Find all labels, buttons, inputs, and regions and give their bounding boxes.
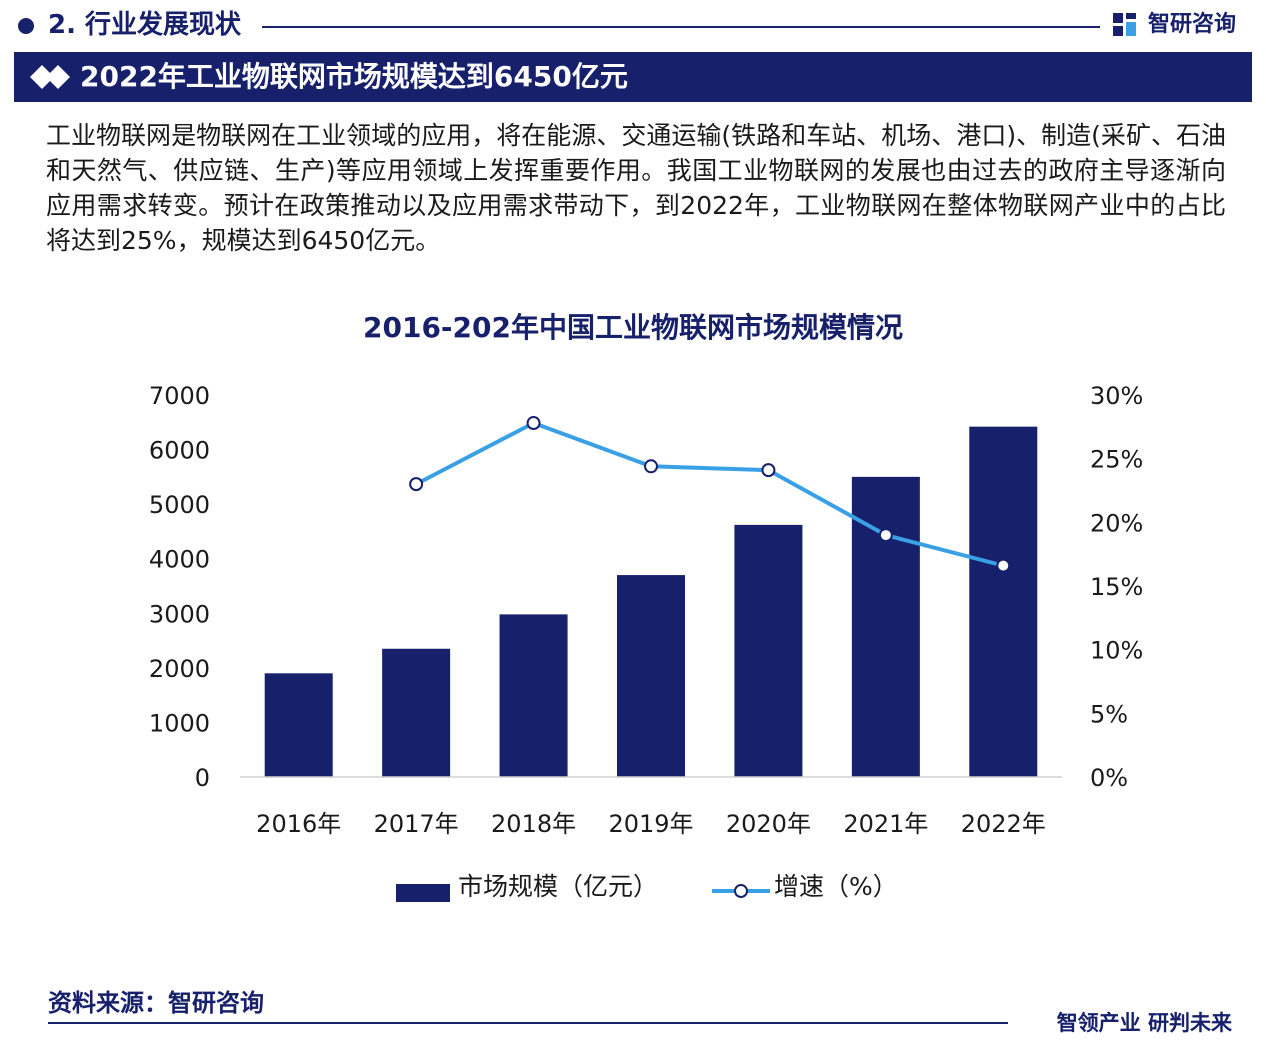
- y-right-axis: 0% 5% 10% 15% 20% 25% 30%: [1090, 382, 1143, 792]
- y-left-tick-label: 2000: [149, 655, 210, 683]
- growth-point: [761, 463, 776, 478]
- legend-bar-swatch: [396, 884, 450, 902]
- bar: [382, 648, 451, 777]
- header-divider: [262, 26, 1100, 28]
- legend-label-market-size: 市场规模（亿元）: [458, 872, 659, 901]
- x-tick-label: 2017年: [374, 810, 459, 838]
- y-right-tick-label: 5%: [1090, 700, 1128, 728]
- brand-mark-icon: [1113, 13, 1136, 36]
- intro-paragraph: 工业物联网是物联网在工业领域的应用，将在能源、交通运输(铁路和车站、机场、港口)…: [46, 121, 1226, 255]
- growth-line: [415, 421, 1004, 568]
- x-tick-label: 2018年: [491, 810, 576, 838]
- y-left-tick-label: 7000: [149, 382, 210, 410]
- x-tick-label: 2020年: [726, 810, 811, 838]
- growth-point: [878, 528, 893, 543]
- y-left-tick-label: 6000: [149, 437, 210, 465]
- chart-title: 2016-202年中国工业物联网市场规模情况: [363, 311, 903, 344]
- y-left-tick-label: 5000: [149, 491, 210, 519]
- y-right-tick-label: 15%: [1090, 573, 1143, 601]
- brand-name: 智研咨询: [1148, 12, 1237, 37]
- y-left-axis: 0 1000 2000 3000 4000 5000 6000 7000: [149, 382, 210, 792]
- footer-slogan: 智领产业 研判未来: [1056, 1011, 1232, 1035]
- y-left-tick-label: 3000: [149, 600, 210, 628]
- section-title: 2. 行业发展现状: [48, 10, 242, 40]
- bar: [969, 426, 1038, 777]
- x-tick-label: 2016年: [256, 810, 341, 838]
- y-left-tick-label: 4000: [149, 546, 210, 574]
- y-right-tick-label: 20%: [1090, 509, 1143, 537]
- headline-title: 2022年工业物联网市场规模达到6450亿元: [80, 60, 628, 93]
- x-tick-label: 2022年: [961, 810, 1046, 838]
- bar: [851, 476, 920, 777]
- bar-series: [264, 426, 1038, 777]
- footer-divider: [48, 1022, 1008, 1024]
- legend-line-swatch: [712, 884, 770, 898]
- y-right-tick-label: 10%: [1090, 637, 1143, 665]
- growth-point: [644, 459, 658, 474]
- market-size-chart: 0 1000 2000 3000 4000 5000 6000 7000 0% 5% 10% 15%…: [149, 382, 1143, 838]
- growth-line-series: [409, 416, 1011, 573]
- section-header: 2. 行业发展现状 智研咨询: [0, 0, 1266, 50]
- x-tick-label: 2021年: [843, 810, 928, 838]
- y-left-tick-label: 1000: [149, 709, 210, 737]
- y-right-tick-label: 30%: [1090, 382, 1143, 410]
- bar: [734, 524, 803, 777]
- bar: [264, 673, 333, 777]
- legend-label-growth: 增速（%）: [774, 872, 898, 901]
- bar: [617, 575, 685, 777]
- double-diamond-icon: [30, 65, 70, 89]
- y-left-tick-label: 0: [195, 764, 210, 792]
- growth-point: [409, 477, 424, 492]
- y-right-tick-label: 0%: [1090, 764, 1128, 792]
- growth-point: [526, 416, 541, 431]
- bar: [499, 614, 568, 777]
- y-right-tick-label: 25%: [1090, 446, 1143, 474]
- headline-banner: 2022年工业物联网市场规模达到6450亿元: [14, 52, 1252, 102]
- x-axis: 2016年 2017年 2018年 2019年 2020年 2021年 2022年: [256, 810, 1046, 838]
- source-note: 资料来源：智研咨询: [48, 989, 264, 1017]
- x-tick-label: 2019年: [608, 810, 693, 838]
- bullet-dot-icon: [18, 18, 34, 34]
- growth-point: [996, 558, 1011, 573]
